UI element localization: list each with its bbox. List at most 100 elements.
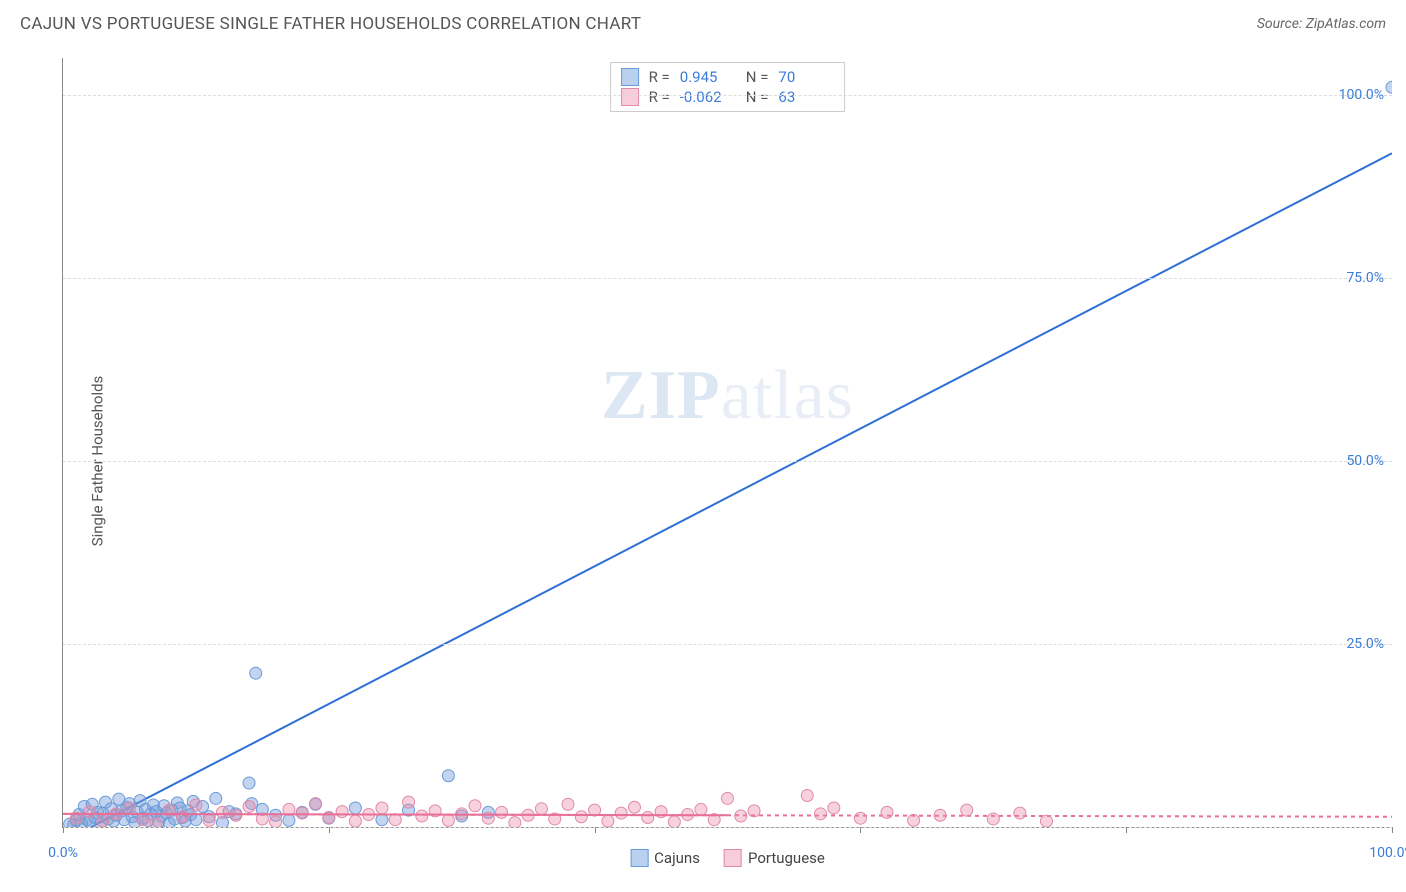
stats-row: R =-0.062N =63 xyxy=(621,87,835,107)
scatter-point xyxy=(115,805,127,817)
scatter-point xyxy=(145,808,157,820)
scatter-point xyxy=(828,802,840,814)
stats-legend-box: R =0.945N =70R =-0.062N =63 xyxy=(610,62,846,112)
scatter-point xyxy=(456,810,468,822)
scatter-point xyxy=(442,770,454,782)
scatter-point xyxy=(197,800,209,812)
scatter-point xyxy=(126,811,138,823)
scatter-point xyxy=(1014,807,1026,819)
scatter-point xyxy=(137,814,149,826)
trend-line-solid-segment xyxy=(63,814,728,815)
y-tick-label: 25.0% xyxy=(1346,636,1384,652)
scatter-point xyxy=(110,808,122,820)
scatter-point xyxy=(121,801,133,813)
scatter-point xyxy=(283,814,295,826)
scatter-point xyxy=(442,814,454,826)
scatter-point xyxy=(256,803,268,815)
scatter-point xyxy=(349,815,361,827)
legend-label: Cajuns xyxy=(654,849,700,867)
scatter-point xyxy=(575,811,587,823)
scatter-point xyxy=(97,815,109,827)
scatter-point xyxy=(70,812,82,824)
series-legend: Cajuns Portuguese xyxy=(630,849,825,867)
series-swatch xyxy=(621,88,639,106)
scatter-point xyxy=(100,796,112,808)
watermark: ZIPatlas xyxy=(601,356,854,436)
stat-n-value: 63 xyxy=(778,88,834,106)
x-tick-mark xyxy=(63,827,64,833)
scatter-point xyxy=(389,814,401,826)
stat-r-label: R = xyxy=(649,68,670,86)
scatter-point xyxy=(987,813,999,825)
scatter-point xyxy=(142,814,154,826)
scatter-point xyxy=(708,814,720,826)
scatter-point xyxy=(94,818,106,827)
scatter-point xyxy=(815,808,827,820)
scatter-point xyxy=(102,813,114,825)
scatter-point xyxy=(522,809,534,821)
legend-item: Portuguese xyxy=(724,849,825,867)
scatter-point xyxy=(179,815,191,827)
scatter-point xyxy=(615,807,627,819)
stats-row: R =0.945N =70 xyxy=(621,67,835,87)
gridline-horizontal xyxy=(63,461,1392,462)
scatter-point xyxy=(270,816,282,827)
scatter-point xyxy=(110,809,122,821)
scatter-point xyxy=(105,803,117,815)
scatter-point xyxy=(171,797,183,809)
scatter-point xyxy=(1040,815,1052,827)
trend-line xyxy=(63,814,1392,817)
scatter-point xyxy=(403,804,415,816)
scatter-point xyxy=(310,798,322,810)
scatter-point xyxy=(535,803,547,815)
scatter-point xyxy=(73,809,85,821)
scatter-point xyxy=(76,817,88,827)
scatter-point xyxy=(722,792,734,804)
scatter-point xyxy=(89,811,101,823)
scatter-point xyxy=(509,817,521,827)
scatter-point xyxy=(250,667,262,679)
scatter-point xyxy=(182,805,194,817)
scatter-point xyxy=(177,811,189,823)
scatter-point xyxy=(429,805,441,817)
scatter-point xyxy=(908,814,920,826)
scatter-point xyxy=(203,814,215,826)
scatter-point xyxy=(216,817,228,827)
scatter-point xyxy=(469,800,481,812)
scatter-point xyxy=(131,806,143,818)
scatter-point xyxy=(642,811,654,823)
scatter-point xyxy=(682,809,694,821)
gridline-horizontal xyxy=(63,644,1392,645)
scatter-point xyxy=(854,812,866,824)
stat-r-value: 0.945 xyxy=(680,68,736,86)
scatter-point xyxy=(549,813,561,825)
scatter-point xyxy=(123,798,135,810)
scatter-point xyxy=(97,807,109,819)
scatter-point xyxy=(310,798,322,810)
scatter-point xyxy=(934,809,946,821)
scatter-point xyxy=(482,806,494,818)
scatter-point xyxy=(155,810,167,822)
stat-n-label: N = xyxy=(746,68,769,86)
scatter-point xyxy=(270,809,282,821)
scatter-point xyxy=(748,805,760,817)
scatter-point xyxy=(153,816,165,827)
scatter-point xyxy=(161,807,173,819)
scatter-point xyxy=(150,817,162,827)
y-tick-label: 100.0% xyxy=(1339,87,1384,103)
scatter-point xyxy=(283,803,295,815)
scatter-point xyxy=(150,806,162,818)
x-tick-mark xyxy=(1392,827,1393,833)
plot-area: ZIPatlas R =0.945N =70R =-0.062N =63 Caj… xyxy=(62,58,1392,828)
scatter-point xyxy=(84,806,96,818)
scatter-point xyxy=(166,804,178,816)
stat-r-value: -0.062 xyxy=(680,88,736,106)
scatter-point xyxy=(169,813,181,825)
scatter-point xyxy=(68,819,80,827)
scatter-point xyxy=(496,806,508,818)
scatter-point xyxy=(92,806,104,818)
scatter-point xyxy=(655,806,667,818)
scatter-point xyxy=(123,802,135,814)
legend-item: Cajuns xyxy=(630,849,700,867)
trend-line xyxy=(63,153,1392,827)
